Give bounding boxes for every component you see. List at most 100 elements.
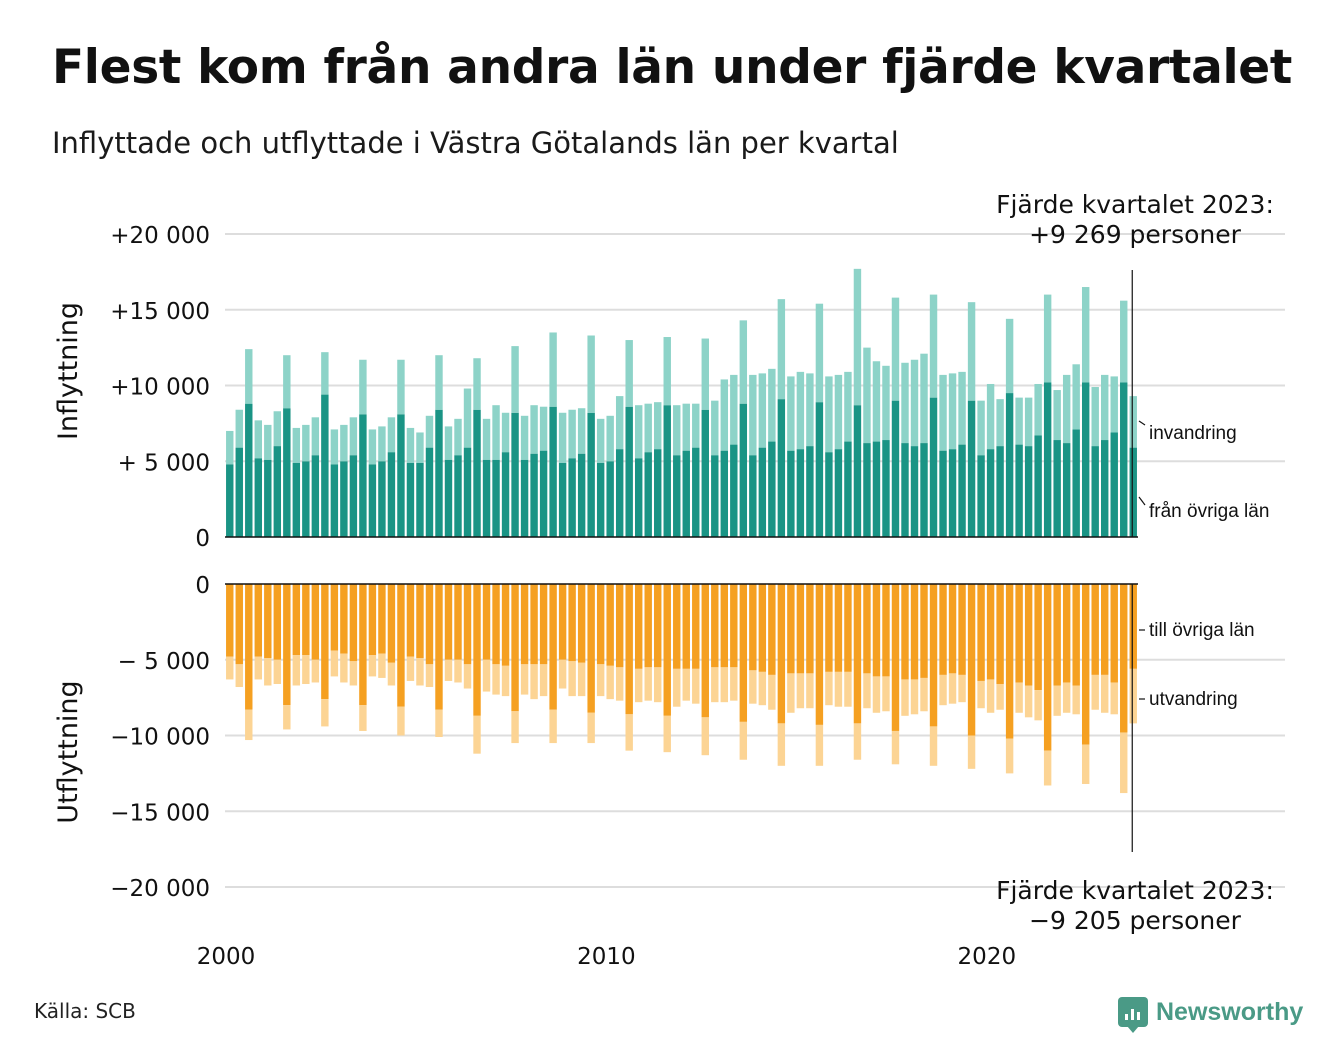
bar-inflow-immigration <box>1053 390 1061 441</box>
bar-inflow-immigration <box>806 373 814 447</box>
bar-outflow-domestic <box>701 584 709 718</box>
bar-inflow-domestic <box>349 455 358 537</box>
bar-inflow-immigration <box>311 417 320 456</box>
bar-inflow-immigration <box>768 368 776 442</box>
top-annotation-line1: Fjärde kvartalet 2023: <box>996 190 1274 219</box>
newsworthy-chart-icon <box>1118 997 1148 1033</box>
bar-inflow-domestic <box>302 461 310 537</box>
bar-inflow-immigration <box>996 399 1004 447</box>
bar-outflow-emigration <box>739 721 748 760</box>
bar-inflow-immigration <box>834 374 843 450</box>
bar-outflow-emigration <box>777 723 786 766</box>
bar-outflow-domestic <box>1053 584 1061 686</box>
bar-inflow-domestic <box>720 450 729 537</box>
bar-outflow-emigration <box>834 671 843 707</box>
bar-outflow-domestic <box>1101 584 1109 675</box>
bar-inflow-immigration <box>634 405 643 459</box>
x-tick-label: 2020 <box>958 944 1017 970</box>
bottom-y-tick-label: −10 000 <box>110 725 210 751</box>
newsworthy-logo[interactable]: Newsworthy <box>1118 994 1303 1033</box>
bar-inflow-immigration <box>302 424 310 462</box>
bar-inflow-domestic <box>1120 382 1128 537</box>
bar-outflow-emigration <box>692 668 700 704</box>
bar-inflow-immigration <box>758 373 767 448</box>
bar-outflow-domestic <box>825 584 833 672</box>
bar-outflow-emigration <box>901 679 909 716</box>
bar-inflow-domestic <box>701 409 709 537</box>
bar-outflow-domestic <box>863 584 871 674</box>
bar-outflow-domestic <box>444 584 453 660</box>
bar-inflow-domestic <box>910 446 919 537</box>
bar-inflow-domestic <box>825 452 833 537</box>
bar-outflow-domestic <box>349 584 358 662</box>
bar-inflow-domestic <box>1053 440 1061 537</box>
bar-inflow-immigration <box>730 374 738 445</box>
bar-inflow-immigration <box>577 408 586 454</box>
bar-outflow-emigration <box>492 664 500 695</box>
bar-outflow-domestic <box>806 584 814 674</box>
bar-outflow-emigration <box>1005 738 1014 774</box>
bar-inflow-immigration <box>948 373 957 450</box>
bar-inflow-immigration <box>920 353 928 444</box>
bar-outflow-domestic <box>1120 584 1128 733</box>
bar-inflow-domestic <box>967 400 976 537</box>
bar-outflow-domestic <box>977 584 985 681</box>
bar-inflow-immigration <box>587 335 595 413</box>
bar-outflow-emigration <box>796 673 805 709</box>
bar-inflow-domestic <box>292 462 301 537</box>
bar-outflow-domestic <box>311 584 320 660</box>
bar-outflow-domestic <box>340 584 348 654</box>
bar-outflow-domestic <box>254 584 262 657</box>
bar-outflow-emigration <box>425 664 434 688</box>
bottom-y-tick-label: −15 000 <box>110 800 210 826</box>
bar-outflow-domestic <box>882 584 890 677</box>
bar-outflow-domestic <box>777 584 786 724</box>
bar-inflow-domestic <box>425 447 434 537</box>
bar-inflow-domestic <box>948 449 957 537</box>
bar-inflow-immigration <box>644 403 652 453</box>
bar-outflow-emigration <box>520 664 529 695</box>
bar-inflow-immigration <box>967 302 976 401</box>
bar-inflow-immigration <box>1072 364 1080 430</box>
bar-inflow-domestic <box>711 455 719 537</box>
bar-inflow-domestic <box>739 403 748 537</box>
bar-outflow-domestic <box>454 584 462 660</box>
bar-outflow-emigration <box>1062 682 1071 713</box>
bar-inflow-domestic <box>482 459 491 537</box>
bar-inflow-immigration <box>1091 387 1099 447</box>
bar-inflow-domestic <box>872 441 881 537</box>
bar-inflow-immigration <box>1129 396 1137 448</box>
bar-outflow-emigration <box>910 679 919 715</box>
bar-outflow-domestic <box>587 584 595 713</box>
bar-outflow-emigration <box>806 673 814 709</box>
bar-outflow-emigration <box>558 659 567 689</box>
bar-inflow-domestic <box>796 449 805 537</box>
bar-inflow-domestic <box>673 455 681 537</box>
bar-inflow-immigration <box>1024 397 1033 447</box>
bar-outflow-emigration <box>340 653 348 683</box>
bar-outflow-emigration <box>749 670 757 704</box>
bar-inflow-immigration <box>901 362 909 444</box>
source-note: Källa: SCB <box>34 999 136 1023</box>
bar-outflow-domestic <box>596 584 605 665</box>
bar-outflow-domestic <box>416 584 424 659</box>
bar-inflow-immigration <box>701 338 709 410</box>
bar-outflow-domestic <box>796 584 805 674</box>
bar-outflow-emigration <box>720 667 729 703</box>
bar-outflow-domestic <box>920 584 928 678</box>
bar-inflow-domestic <box>444 459 453 537</box>
bar-inflow-immigration <box>853 268 862 406</box>
bar-inflow-immigration <box>463 388 472 448</box>
bar-inflow-domestic <box>454 455 462 537</box>
bar-outflow-emigration <box>397 706 405 736</box>
bar-outflow-emigration <box>359 705 367 731</box>
bar-outflow-emigration <box>1120 732 1128 794</box>
bar-inflow-immigration <box>397 359 405 415</box>
bar-inflow-domestic <box>539 450 548 537</box>
bar-outflow-emigration <box>444 659 453 681</box>
bar-outflow-emigration <box>615 667 624 701</box>
bar-outflow-emigration <box>1034 690 1042 721</box>
bar-inflow-domestic <box>777 399 786 537</box>
bar-outflow-domestic <box>654 584 662 668</box>
bar-inflow-immigration <box>615 396 624 450</box>
